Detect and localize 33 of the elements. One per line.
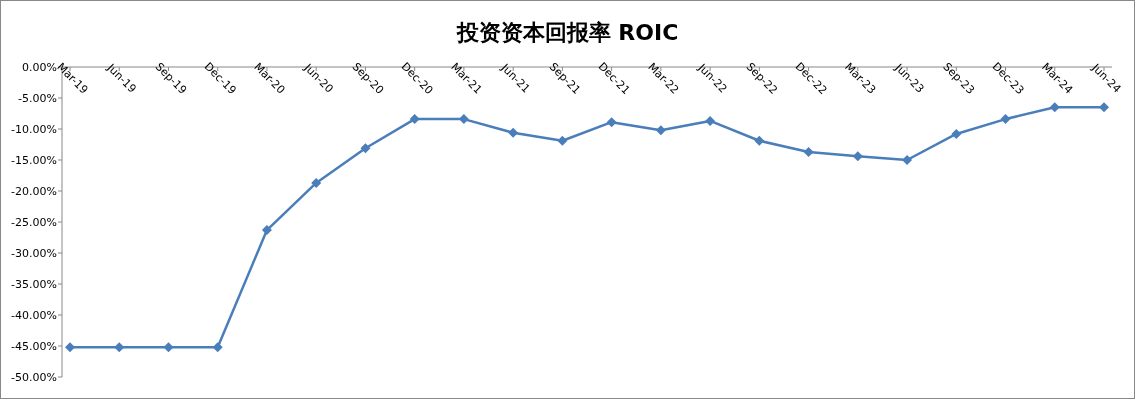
point: [163, 342, 174, 353]
y-tick-label: -25.00%: [11, 216, 57, 229]
y-tick-label: -30.00%: [11, 247, 57, 260]
point: [803, 146, 814, 157]
point: [311, 177, 322, 188]
y-tick-label: -5.00%: [18, 92, 57, 105]
y-tick-label: -40.00%: [11, 309, 57, 322]
point: [606, 117, 617, 128]
point: [902, 155, 913, 165]
point: [852, 151, 863, 162]
point: [508, 127, 519, 138]
point: [655, 125, 666, 136]
y-tick-label: -15.00%: [11, 154, 57, 167]
point: [1049, 102, 1060, 113]
point: [1000, 114, 1011, 125]
point: [557, 135, 568, 146]
chart-title: 投资资本回报率 ROIC: [455, 20, 679, 45]
y-tick-label: -35.00%: [11, 278, 57, 291]
point: [754, 135, 765, 146]
point: [261, 225, 272, 236]
point: [65, 342, 75, 353]
point: [409, 114, 420, 125]
point: [1099, 102, 1109, 113]
y-tick-label: -50.00%: [11, 371, 57, 384]
y-tick-label: 0.00%: [22, 61, 57, 74]
y-tick-label: -10.00%: [11, 123, 57, 136]
y-tick-label: -20.00%: [11, 185, 57, 198]
point: [705, 115, 716, 126]
y-tick-label: -45.00%: [11, 340, 57, 353]
point: [114, 342, 125, 353]
point: [951, 128, 962, 139]
point: [360, 143, 371, 154]
point: [212, 342, 223, 353]
